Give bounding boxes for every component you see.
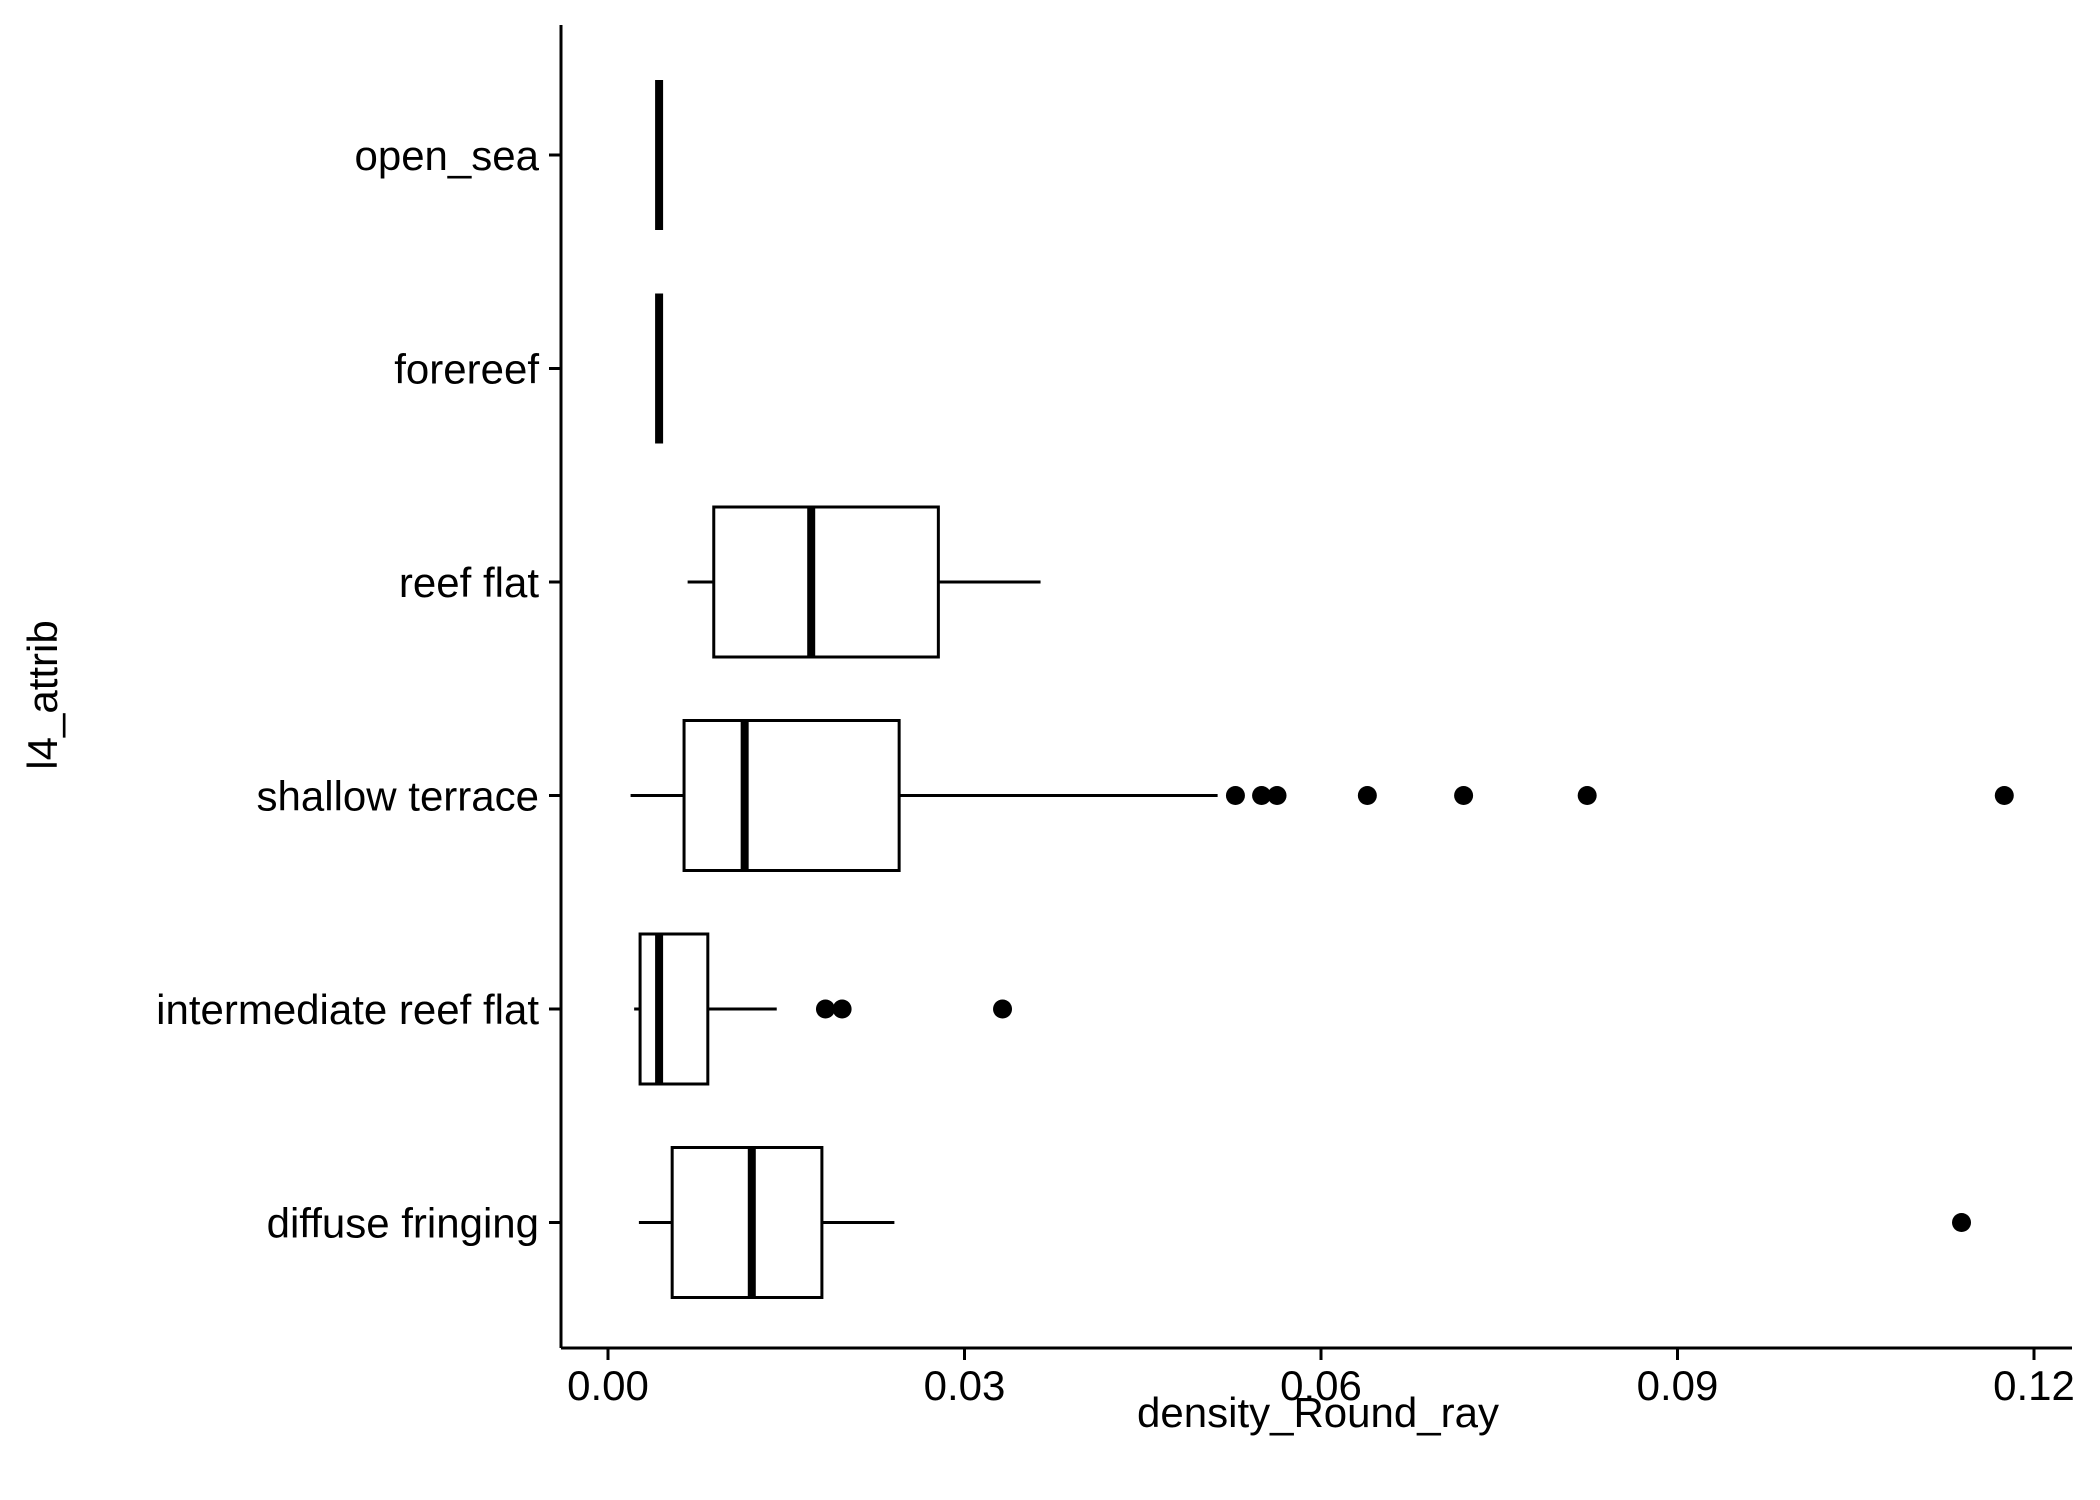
box-body (712, 505, 940, 659)
outlier-point (1952, 1213, 1972, 1232)
x-tick-label: 0.09 (1637, 1362, 1719, 1409)
box-body (670, 1146, 824, 1299)
box-group (634, 932, 1013, 1086)
x-tick-label: 0.00 (567, 1362, 649, 1409)
outlier-point (1357, 786, 1377, 805)
y-tick-label: forereef (394, 346, 539, 393)
box-body (638, 932, 710, 1086)
box-body (682, 719, 901, 872)
x-tick-label: 0.06 (1280, 1362, 1362, 1409)
box-group (630, 719, 2014, 872)
y-tick-label: open_sea (354, 132, 539, 179)
outlier-point (1225, 786, 1245, 805)
box-group (687, 505, 1041, 659)
outlier-point (832, 999, 852, 1019)
outlier-point (815, 999, 835, 1019)
y-tick-label: diffuse fringing (267, 1200, 539, 1247)
y-axis-title: l4_attrib (19, 620, 66, 769)
y-tick-label: reef flat (399, 559, 539, 606)
outlier-point (1252, 786, 1272, 805)
axes: 0.00 0.03 0.06 0.09 0.12 open_sea forereef reef… (156, 25, 2075, 1409)
outlier-point (1994, 786, 2014, 805)
x-tick-label: 0.03 (924, 1362, 1006, 1409)
outlier-point (1577, 786, 1597, 805)
y-tick-label: shallow terrace (257, 773, 539, 820)
outlier-point (1454, 786, 1474, 805)
box-group (638, 1146, 1972, 1299)
x-tick-label: 0.12 (1993, 1362, 2075, 1409)
y-tick-label: intermediate reef flat (156, 986, 539, 1033)
x-axis-title: density_Round_ray (1137, 1389, 1499, 1436)
outlier-point (1267, 786, 1287, 805)
plot-marks (630, 80, 2014, 1299)
outlier-point (993, 999, 1013, 1019)
